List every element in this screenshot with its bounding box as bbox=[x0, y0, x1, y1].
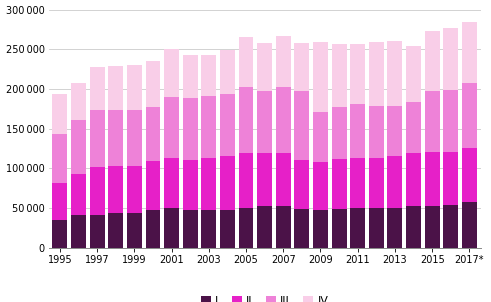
Bar bbox=[276, 206, 291, 248]
Bar bbox=[201, 96, 216, 158]
Bar bbox=[462, 22, 477, 82]
Bar bbox=[183, 210, 197, 248]
Bar bbox=[183, 98, 197, 159]
Bar bbox=[53, 183, 67, 220]
Bar bbox=[295, 209, 309, 248]
Bar bbox=[369, 158, 384, 208]
Bar bbox=[369, 106, 384, 158]
Bar bbox=[53, 95, 67, 134]
Bar bbox=[425, 31, 439, 91]
Bar bbox=[239, 153, 253, 208]
Bar bbox=[220, 50, 235, 94]
Bar bbox=[313, 42, 328, 112]
Bar bbox=[387, 208, 402, 248]
Bar bbox=[443, 28, 458, 90]
Bar bbox=[127, 213, 142, 248]
Bar bbox=[164, 97, 179, 158]
Bar bbox=[350, 158, 365, 208]
Bar bbox=[425, 153, 439, 206]
Bar bbox=[145, 210, 161, 248]
Bar bbox=[313, 162, 328, 210]
Bar bbox=[331, 44, 347, 107]
Bar bbox=[145, 161, 161, 210]
Bar bbox=[90, 67, 105, 110]
Bar bbox=[462, 202, 477, 248]
Bar bbox=[276, 36, 291, 87]
Legend: I, II, III, IV: I, II, III, IV bbox=[196, 291, 333, 302]
Bar bbox=[201, 210, 216, 248]
Bar bbox=[53, 134, 67, 183]
Bar bbox=[257, 153, 272, 206]
Bar bbox=[369, 42, 384, 106]
Bar bbox=[331, 107, 347, 159]
Bar bbox=[425, 206, 439, 248]
Bar bbox=[257, 206, 272, 248]
Bar bbox=[220, 156, 235, 210]
Bar bbox=[127, 65, 142, 110]
Bar bbox=[201, 158, 216, 210]
Bar bbox=[295, 159, 309, 209]
Bar bbox=[313, 112, 328, 162]
Bar bbox=[276, 153, 291, 206]
Bar bbox=[109, 213, 123, 248]
Bar bbox=[425, 91, 439, 153]
Bar bbox=[406, 101, 421, 153]
Bar bbox=[257, 91, 272, 153]
Bar bbox=[109, 66, 123, 110]
Bar bbox=[145, 61, 161, 107]
Bar bbox=[71, 174, 86, 215]
Bar bbox=[257, 43, 272, 91]
Bar bbox=[164, 49, 179, 97]
Bar bbox=[387, 156, 402, 208]
Bar bbox=[220, 94, 235, 156]
Bar bbox=[331, 209, 347, 248]
Bar bbox=[295, 91, 309, 159]
Bar bbox=[369, 208, 384, 248]
Bar bbox=[350, 104, 365, 158]
Bar bbox=[313, 210, 328, 248]
Bar bbox=[406, 206, 421, 248]
Bar bbox=[239, 208, 253, 248]
Bar bbox=[406, 46, 421, 101]
Bar bbox=[443, 152, 458, 205]
Bar bbox=[387, 40, 402, 106]
Bar bbox=[71, 120, 86, 174]
Bar bbox=[71, 83, 86, 120]
Bar bbox=[350, 208, 365, 248]
Bar bbox=[164, 158, 179, 208]
Bar bbox=[350, 44, 365, 104]
Bar bbox=[239, 37, 253, 87]
Bar bbox=[90, 168, 105, 215]
Bar bbox=[239, 87, 253, 153]
Bar bbox=[387, 106, 402, 156]
Bar bbox=[90, 110, 105, 168]
Bar bbox=[220, 210, 235, 248]
Bar bbox=[109, 166, 123, 213]
Bar bbox=[183, 55, 197, 98]
Bar bbox=[53, 220, 67, 248]
Bar bbox=[406, 153, 421, 206]
Bar bbox=[164, 208, 179, 248]
Bar bbox=[127, 166, 142, 213]
Bar bbox=[443, 205, 458, 248]
Bar bbox=[90, 215, 105, 248]
Bar bbox=[295, 43, 309, 91]
Bar bbox=[462, 148, 477, 202]
Bar bbox=[462, 82, 477, 148]
Bar bbox=[109, 110, 123, 166]
Bar bbox=[331, 159, 347, 209]
Bar bbox=[443, 90, 458, 152]
Bar bbox=[201, 55, 216, 96]
Bar bbox=[183, 159, 197, 210]
Bar bbox=[276, 87, 291, 153]
Bar bbox=[145, 107, 161, 161]
Bar bbox=[71, 215, 86, 248]
Bar bbox=[127, 110, 142, 166]
